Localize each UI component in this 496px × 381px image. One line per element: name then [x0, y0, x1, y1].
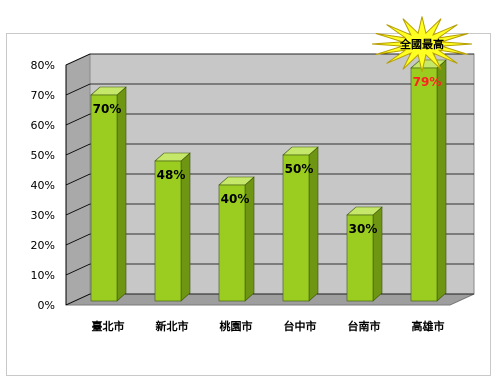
gridline-depth [65, 203, 91, 216]
bar [154, 160, 182, 302]
data-label: 40% [221, 192, 250, 206]
y-tick-label: 40% [31, 179, 55, 192]
data-label: 79% [413, 75, 442, 89]
x-tick-label: 台南市 [348, 319, 381, 333]
y-tick-label: 30% [31, 209, 55, 222]
y-tick-label: 0% [38, 299, 55, 312]
gridline-depth [65, 143, 91, 156]
y-tick-label: 70% [31, 89, 55, 102]
bar [410, 67, 438, 302]
x-tick-label: 新北市 [156, 319, 189, 333]
x-tick-label: 臺北市 [92, 319, 125, 333]
y-tick-label: 10% [31, 269, 55, 282]
gridline-depth [65, 233, 91, 246]
gridline-depth [65, 293, 91, 306]
bar-side [116, 86, 127, 302]
y-tick-label: 60% [31, 119, 55, 132]
data-label: 30% [349, 222, 378, 236]
bar [346, 214, 374, 302]
data-label: 50% [285, 162, 314, 176]
gridline-depth [65, 173, 91, 186]
x-tick-label: 高雄市 [412, 319, 445, 333]
callout-label: 全國最高 [399, 37, 444, 51]
y-tick-label: 80% [31, 59, 55, 72]
starburst-callout [371, 16, 473, 72]
bar [90, 94, 118, 302]
y-tick-label: 50% [31, 149, 55, 162]
gridline-depth [65, 53, 91, 66]
x-tick-label: 桃園市 [220, 319, 253, 333]
y-tick-label: 20% [31, 239, 55, 252]
x-tick-label: 台中市 [284, 319, 317, 333]
bar [282, 154, 310, 302]
bar [218, 184, 246, 302]
gridline-depth [65, 83, 91, 96]
bar-side [436, 59, 447, 302]
data-label: 70% [93, 102, 122, 116]
data-label: 48% [157, 168, 186, 182]
gridline-depth [65, 113, 91, 126]
gridline-depth [65, 263, 91, 276]
